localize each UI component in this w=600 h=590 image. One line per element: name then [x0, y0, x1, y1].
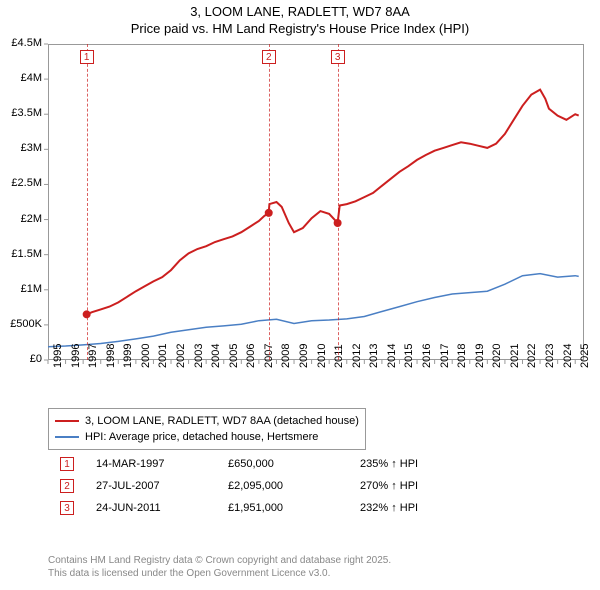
x-tick-label: 1999: [122, 344, 134, 368]
y-tick-label: £3M: [0, 142, 42, 154]
event-date: 14-MAR-1997: [86, 454, 216, 474]
license-footer: Contains HM Land Registry data © Crown c…: [48, 554, 391, 580]
x-tick-label: 2022: [526, 344, 538, 368]
event-pct: 270% ↑ HPI: [350, 476, 428, 496]
event-vline: [338, 44, 339, 360]
x-tick-label: 2012: [351, 344, 363, 368]
x-tick-label: 2025: [579, 344, 591, 368]
event-date: 27-JUL-2007: [86, 476, 216, 496]
event-price: £650,000: [218, 454, 348, 474]
x-tick-label: 2015: [403, 344, 415, 368]
x-tick-label: 2004: [210, 344, 222, 368]
x-tick-label: 2018: [456, 344, 468, 368]
x-tick-label: 1997: [87, 344, 99, 368]
event-marker-icon: 3: [60, 501, 74, 515]
event-price: £2,095,000: [218, 476, 348, 496]
event-pct: 235% ↑ HPI: [350, 454, 428, 474]
y-tick-label: £4.5M: [0, 37, 42, 49]
x-tick-label: 1998: [105, 344, 117, 368]
x-tick-label: 2013: [368, 344, 380, 368]
x-tick-label: 2010: [316, 344, 328, 368]
x-tick-label: 2005: [228, 344, 240, 368]
event-row: 1 14-MAR-1997£650,000235% ↑ HPI: [50, 454, 428, 474]
legend-swatch: [55, 420, 79, 422]
event-vline: [87, 44, 88, 360]
legend-swatch: [55, 436, 79, 438]
event-marker-2: 2: [262, 50, 276, 64]
x-tick-label: 2003: [193, 344, 205, 368]
y-tick-label: £1.5M: [0, 248, 42, 260]
y-tick-label: £2.5M: [0, 177, 42, 189]
y-tick-label: £2M: [0, 213, 42, 225]
event-vline: [269, 44, 270, 360]
x-tick-label: 2000: [140, 344, 152, 368]
footer-line2: This data is licensed under the Open Gov…: [48, 567, 391, 580]
series-hpi: [48, 274, 579, 347]
legend-label: HPI: Average price, detached house, Hert…: [85, 431, 318, 443]
x-tick-label: 2001: [157, 344, 169, 368]
event-pct: 232% ↑ HPI: [350, 498, 428, 518]
x-tick-label: 2020: [491, 344, 503, 368]
event-date: 24-JUN-2011: [86, 498, 216, 518]
x-tick-label: 1995: [52, 344, 64, 368]
y-tick-label: £0: [0, 353, 42, 365]
legend-row-hpi: HPI: Average price, detached house, Hert…: [55, 429, 359, 445]
x-tick-label: 2006: [245, 344, 257, 368]
event-row: 2 27-JUL-2007£2,095,000270% ↑ HPI: [50, 476, 428, 496]
event-marker-1: 1: [80, 50, 94, 64]
legend-label: 3, LOOM LANE, RADLETT, WD7 8AA (detached…: [85, 415, 359, 427]
y-tick-label: £1M: [0, 283, 42, 295]
x-tick-label: 2024: [562, 344, 574, 368]
legend: 3, LOOM LANE, RADLETT, WD7 8AA (detached…: [48, 408, 366, 450]
x-tick-label: 2008: [280, 344, 292, 368]
x-tick-label: 2009: [298, 344, 310, 368]
x-tick-label: 2017: [439, 344, 451, 368]
series-price_paid: [87, 90, 579, 315]
event-marker-icon: 2: [60, 479, 74, 493]
event-row: 3 24-JUN-2011£1,951,000232% ↑ HPI: [50, 498, 428, 518]
x-tick-label: 1996: [70, 344, 82, 368]
x-tick-label: 2011: [333, 344, 345, 368]
event-marker-3: 3: [331, 50, 345, 64]
x-tick-label: 2014: [386, 344, 398, 368]
x-tick-label: 2002: [175, 344, 187, 368]
x-tick-label: 2023: [544, 344, 556, 368]
footer-line1: Contains HM Land Registry data © Crown c…: [48, 554, 391, 567]
x-tick-label: 2019: [474, 344, 486, 368]
y-tick-label: £3.5M: [0, 107, 42, 119]
event-marker-icon: 1: [60, 457, 74, 471]
event-price: £1,951,000: [218, 498, 348, 518]
y-tick-label: £500K: [0, 318, 42, 330]
legend-row-price_paid: 3, LOOM LANE, RADLETT, WD7 8AA (detached…: [55, 413, 359, 429]
x-tick-label: 2016: [421, 344, 433, 368]
y-tick-label: £4M: [0, 72, 42, 84]
sale-events-table: 1 14-MAR-1997£650,000235% ↑ HPI 2 27-JUL-20…: [48, 452, 430, 520]
x-tick-label: 2021: [509, 344, 521, 368]
